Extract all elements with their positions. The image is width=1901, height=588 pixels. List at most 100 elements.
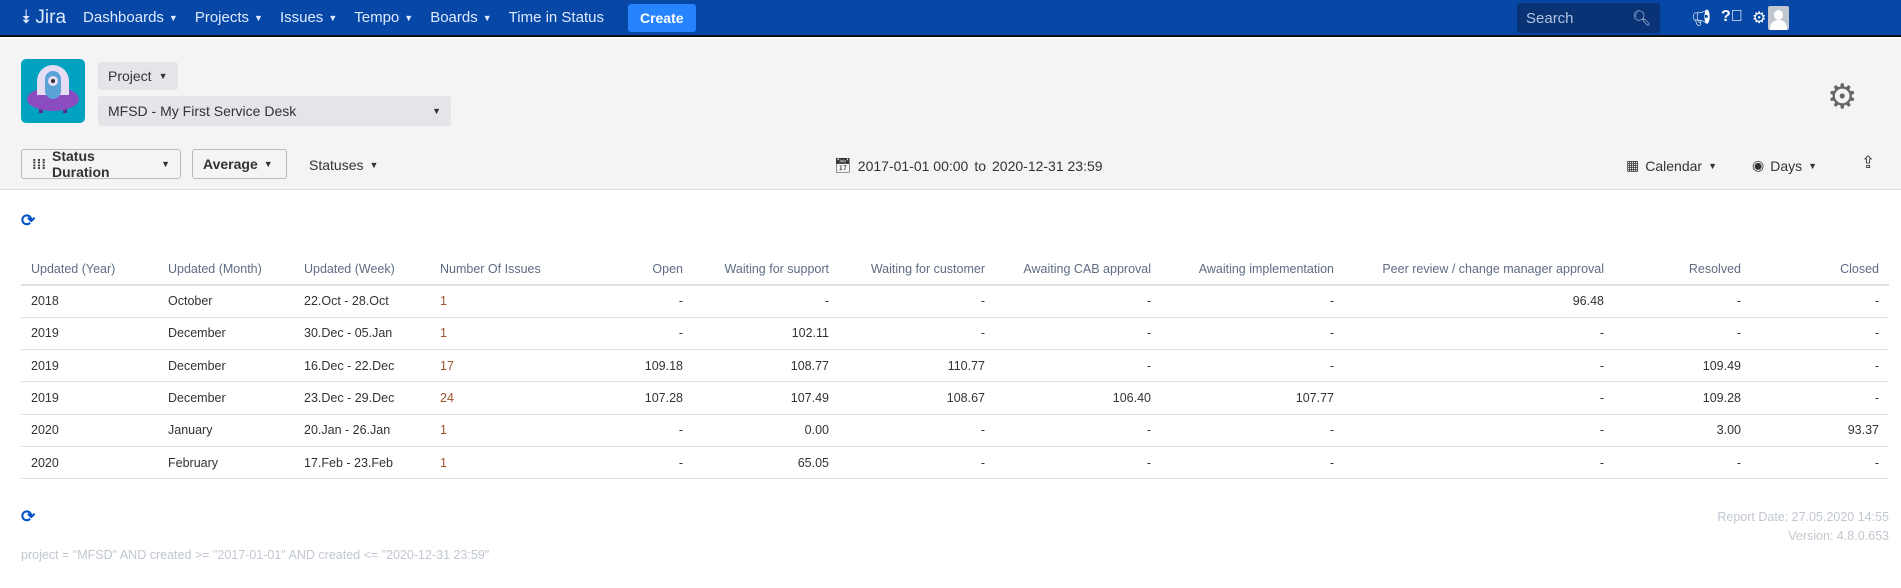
column-header[interactable]: Open (580, 254, 693, 286)
table-cell: 0.00 (693, 414, 839, 447)
table-cell: 107.77 (1161, 381, 1344, 415)
column-header[interactable]: Peer review / change manager approval (1344, 254, 1614, 286)
table-row: 2020 February 17.Feb - 23.Feb 1-65.05- - - - - - (21, 446, 1889, 480)
search-input[interactable]: Search 🔍︎ (1517, 3, 1660, 33)
table-cell: - (839, 414, 995, 447)
column-header[interactable]: Updated (Year) (21, 254, 158, 286)
table-cell: 3.00 (1614, 414, 1751, 447)
help-icon[interactable]: ?⃝ (1721, 8, 1743, 25)
table-cell: - (1751, 317, 1889, 351)
table-cell: - (1161, 317, 1344, 351)
avatar[interactable] (1768, 6, 1789, 30)
table-cell: - (1344, 446, 1614, 480)
top-nav: ⯯ Jira Dashboards ▼ Projects ▼ Issues ▼ Temp… (0, 0, 1901, 37)
column-header[interactable]: Number Of Issues (430, 254, 580, 286)
nav-dashboards[interactable]: Dashboards ▼ (83, 9, 178, 26)
table-cell: 109.18 (580, 349, 693, 383)
statuses-dropdown[interactable]: Statuses ▼ (309, 157, 379, 173)
table-cell: 93.37 (1751, 414, 1889, 447)
table-cell: 2020 (21, 414, 158, 447)
column-header[interactable]: Waiting for support (693, 254, 839, 286)
chevron-down-icon: ▼ (432, 106, 441, 116)
nav-projects[interactable]: Projects ▼ (194, 9, 263, 26)
version: Version: 4.8.0.653 (1788, 529, 1889, 543)
table-cell: - (1751, 349, 1889, 383)
table-cell[interactable]: 1 (430, 285, 580, 318)
column-header[interactable]: Awaiting implementation (1161, 254, 1344, 286)
column-header[interactable]: Resolved (1614, 254, 1751, 286)
jira-logo[interactable]: ⯯ Jira (20, 6, 67, 28)
chevron-down-icon: ▼ (1808, 160, 1818, 171)
table-cell[interactable]: 1 (430, 414, 580, 447)
chevron-down-icon: ▼ (263, 159, 273, 169)
report-date: Report Date: 27.05.2020 14:55 (1717, 510, 1889, 524)
export-icon[interactable]: ⇪ (1861, 153, 1876, 172)
table-cell: - (580, 285, 693, 318)
table-row: 2018 October 22.Oct - 28.Oct 1- - - - -96.48- - (21, 285, 1889, 318)
column-header[interactable]: Closed (1751, 254, 1889, 286)
status-duration-dropdown[interactable]: ⁞⁞⁞ Status Duration ▼ (21, 148, 181, 180)
megaphone-icon[interactable]: 📢︎ (1691, 10, 1712, 27)
table-cell: - (1161, 446, 1344, 480)
column-header[interactable]: Updated (Month) (158, 254, 294, 286)
nav-tempo[interactable]: Tempo ▼ (354, 9, 414, 26)
table-cell: 2019 (21, 381, 158, 415)
table-cell[interactable]: 17 (430, 349, 580, 383)
chevron-down-icon: ▼ (168, 12, 178, 23)
jira-icon: ⯯ (20, 6, 32, 28)
table-cell: - (1614, 285, 1751, 318)
table-row: 2019 December 16.Dec - 22.Dec 17 109.18 108.7… (21, 349, 1889, 383)
nav-issues[interactable]: Issues ▼ (279, 9, 338, 26)
table-cell: - (1614, 446, 1751, 480)
table-cell: - (1344, 349, 1614, 383)
table-cell: 102.11 (693, 317, 839, 351)
nav-boards[interactable]: Boards ▼ (430, 9, 492, 26)
days-dropdown[interactable]: ◉ Days ▼ (1752, 157, 1818, 174)
table-header-row: Updated (Year) Updated (Month) Updated (We… (21, 254, 1889, 286)
table-cell: - (995, 414, 1161, 447)
table-cell: - (1751, 446, 1889, 480)
grid-icon: ⁞⁞⁞ (32, 156, 46, 172)
chevron-down-icon: ▼ (161, 159, 170, 169)
column-header[interactable]: Waiting for customer (839, 254, 995, 286)
chevron-down-icon: ▼ (482, 12, 492, 23)
table-cell: - (580, 446, 693, 480)
status-duration-table: Updated (Year) Updated (Month) Updated (We… (21, 254, 1889, 480)
table-row: 2020 January 20.Jan - 26.Jan 1-0.00- - - -3.00… (21, 414, 1889, 447)
refresh-icon[interactable]: ⟳ (21, 211, 36, 230)
table-cell: - (1344, 414, 1614, 447)
date-range-picker[interactable]: 📅︎ 2017-01-01 00:00 to 2020-12-31 23:59 (834, 157, 1103, 174)
table-cell: - (839, 317, 995, 351)
table-cell: - (1161, 285, 1344, 318)
table-cell: - (1344, 381, 1614, 415)
table-cell: 16.Dec - 22.Dec (294, 349, 430, 383)
table-row: 2019 December 30.Dec - 05.Jan 1-102.11- - - - -… (21, 317, 1889, 351)
table-cell[interactable]: 1 (430, 317, 580, 351)
table-cell: October (158, 285, 294, 318)
table-cell: - (1161, 349, 1344, 383)
chevron-down-icon: ▼ (254, 12, 263, 23)
nav-time-in-status[interactable]: Time in Status (508, 9, 604, 26)
table-cell: - (839, 285, 995, 318)
column-header[interactable]: Updated (Week) (294, 254, 430, 286)
table-cell[interactable]: 1 (430, 446, 580, 480)
eye-icon: ◉ (1752, 157, 1765, 173)
table-cell: - (1161, 414, 1344, 447)
project-type-dropdown[interactable]: Project ▼ (98, 62, 178, 90)
refresh-icon[interactable]: ⟳ (21, 507, 36, 526)
settings-gear-icon[interactable]: ⚙ (1827, 78, 1858, 116)
table-cell: December (158, 381, 294, 415)
gear-icon[interactable]: ⚙ (1752, 10, 1767, 27)
table-cell: 109.28 (1614, 381, 1751, 415)
table-cell: 17.Feb - 23.Feb (294, 446, 430, 480)
table-cell: - (1751, 381, 1889, 415)
table-cell: February (158, 446, 294, 480)
calendar-dropdown[interactable]: ▦ Calendar ▼ (1626, 157, 1717, 174)
create-button[interactable]: Create (627, 3, 696, 32)
column-header[interactable]: Awaiting CAB approval (995, 254, 1161, 286)
average-dropdown[interactable]: Average ▼ (192, 149, 287, 179)
chevron-down-icon: ▼ (1708, 160, 1717, 171)
table-cell: 2020 (21, 446, 158, 480)
table-cell[interactable]: 24 (430, 381, 580, 415)
project-select[interactable]: MFSD - My First Service Desk ▼ (98, 96, 451, 126)
